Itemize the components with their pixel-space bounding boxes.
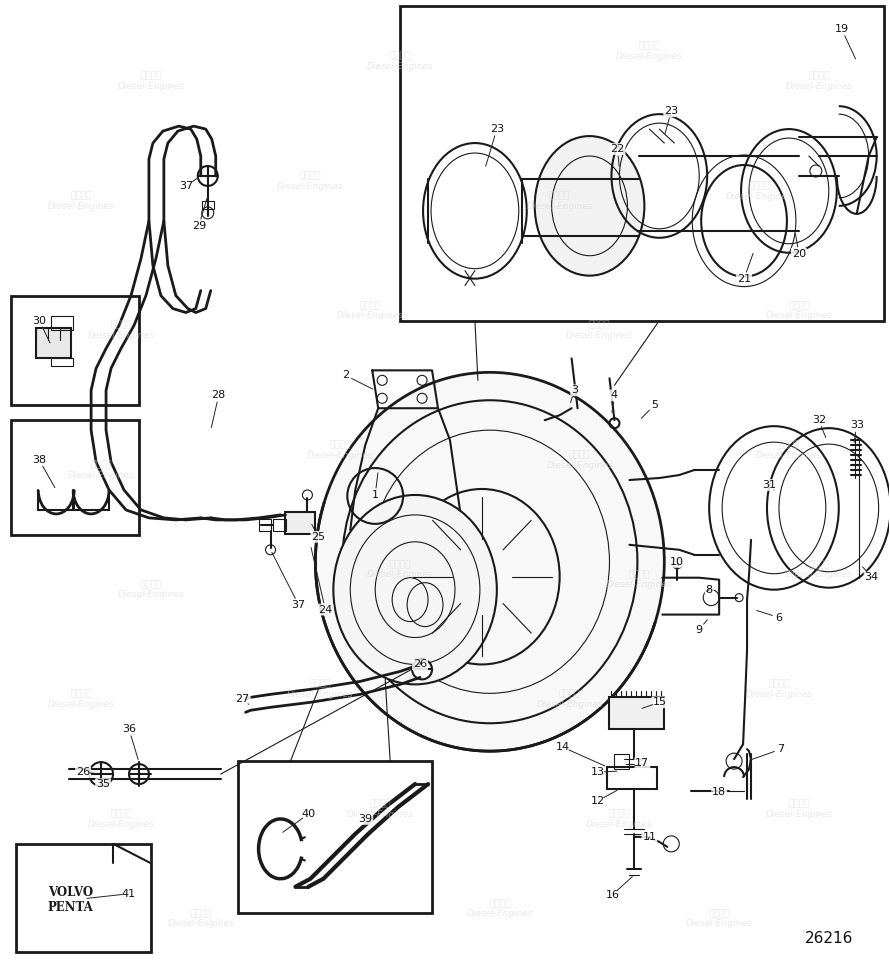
Text: 39: 39 — [358, 814, 372, 824]
Bar — [610, 697, 664, 729]
Text: VOLVO
PENTA: VOLVO PENTA — [47, 886, 93, 914]
Text: 21: 21 — [737, 273, 751, 284]
Text: 6: 6 — [775, 612, 782, 622]
Text: 10: 10 — [670, 556, 684, 567]
Bar — [52, 358, 73, 366]
Text: 36: 36 — [122, 724, 136, 734]
Bar — [36, 328, 71, 358]
Text: 7: 7 — [777, 744, 784, 754]
Text: 31: 31 — [762, 480, 776, 490]
Text: 紫发动力
Diesel-Engines: 紫发动力 Diesel-Engines — [466, 899, 533, 919]
Text: 40: 40 — [302, 809, 315, 819]
Bar — [202, 201, 214, 209]
Text: 23: 23 — [490, 124, 504, 134]
Text: 35: 35 — [96, 779, 110, 789]
Text: 19: 19 — [835, 24, 849, 35]
Text: 紫发动力
Diesel-Engines: 紫发动力 Diesel-Engines — [765, 799, 832, 818]
Text: 11: 11 — [643, 832, 656, 842]
Bar — [12, 296, 139, 406]
Text: 32: 32 — [812, 415, 826, 425]
Text: 紫发动力
Diesel-Engines: 紫发动力 Diesel-Engines — [725, 182, 792, 201]
Bar — [16, 844, 151, 952]
Bar — [12, 420, 139, 535]
Text: 12: 12 — [590, 796, 604, 806]
Bar — [272, 519, 287, 531]
Text: 20: 20 — [792, 248, 806, 259]
Text: 37: 37 — [179, 181, 193, 191]
Bar — [400, 7, 884, 321]
Text: 29: 29 — [191, 221, 206, 231]
Text: 紫发动力
Diesel-Engines: 紫发动力 Diesel-Engines — [68, 461, 134, 480]
Bar — [286, 512, 315, 534]
Text: 紫发动力
Diesel-Engines: 紫发动力 Diesel-Engines — [746, 680, 813, 699]
Text: 26: 26 — [76, 767, 90, 777]
Text: 紫发动力
Diesel-Engines: 紫发动力 Diesel-Engines — [88, 810, 154, 829]
Bar — [259, 519, 271, 531]
Text: 紫发动力
Diesel-Engines: 紫发动力 Diesel-Engines — [307, 440, 374, 460]
Bar — [238, 761, 432, 913]
Text: 2: 2 — [342, 370, 349, 381]
Circle shape — [89, 762, 113, 786]
Ellipse shape — [535, 136, 644, 275]
Text: 紫发动力
Diesel-Engines: 紫发动力 Diesel-Engines — [765, 300, 832, 321]
Text: 16: 16 — [605, 890, 619, 899]
Text: 34: 34 — [864, 572, 878, 582]
Text: 紫发动力
Diesel-Engines: 紫发动力 Diesel-Engines — [117, 71, 184, 91]
Text: 紫发动力
Diesel-Engines: 紫发动力 Diesel-Engines — [566, 321, 633, 340]
Text: 22: 22 — [611, 144, 625, 154]
Text: 紫发动力
Diesel-Engines: 紫发动力 Diesel-Engines — [786, 71, 852, 91]
Text: 紫发动力
Diesel-Engines: 紫发动力 Diesel-Engines — [537, 690, 603, 709]
Text: 紫发动力
Diesel-Engines: 紫发动力 Diesel-Engines — [367, 560, 433, 580]
Text: 紫发动力
Diesel-Engines: 紫发动力 Diesel-Engines — [337, 300, 403, 321]
Text: 9: 9 — [696, 625, 703, 635]
Text: 紫发动力
Diesel-Engines: 紫发动力 Diesel-Engines — [546, 450, 613, 469]
Text: 28: 28 — [212, 390, 226, 400]
Text: 41: 41 — [122, 889, 136, 898]
Ellipse shape — [334, 495, 497, 684]
Text: 30: 30 — [32, 316, 46, 326]
Text: 紫发动力
Diesel-Engines: 紫发动力 Diesel-Engines — [587, 810, 652, 829]
Text: 27: 27 — [236, 695, 250, 704]
Text: 紫发动力
Diesel-Engines: 紫发动力 Diesel-Engines — [526, 191, 593, 211]
Bar — [608, 767, 658, 789]
Text: 紫发动力
Diesel-Engines: 紫发动力 Diesel-Engines — [616, 42, 683, 61]
Text: 33: 33 — [850, 420, 863, 430]
Text: 紫发动力
Diesel-Engines: 紫发动力 Diesel-Engines — [367, 51, 433, 71]
Text: 8: 8 — [706, 584, 713, 595]
Bar — [52, 316, 73, 330]
Text: 37: 37 — [291, 600, 305, 610]
Text: 15: 15 — [652, 697, 667, 707]
Text: 38: 38 — [32, 455, 46, 465]
Text: 紫发动力
Diesel-Engines: 紫发动力 Diesel-Engines — [117, 580, 184, 599]
Text: 5: 5 — [651, 400, 658, 411]
Text: 14: 14 — [555, 742, 570, 753]
Bar — [614, 754, 629, 769]
Text: 紫发动力
Diesel-Engines: 紫发动力 Diesel-Engines — [277, 171, 344, 190]
Circle shape — [129, 764, 149, 784]
Text: 紫发动力
Diesel-Engines: 紫发动力 Diesel-Engines — [756, 440, 822, 460]
Text: 4: 4 — [611, 390, 618, 400]
Ellipse shape — [315, 372, 664, 752]
Text: 23: 23 — [664, 106, 678, 116]
Text: 1: 1 — [372, 490, 379, 500]
Text: 紫发动力
Diesel-Engines: 紫发动力 Diesel-Engines — [686, 909, 752, 928]
Text: 紫发动力
Diesel-Engines: 紫发动力 Diesel-Engines — [606, 570, 673, 589]
Text: 紫发动力
Diesel-Engines: 紫发动力 Diesel-Engines — [48, 191, 115, 211]
Text: 3: 3 — [571, 385, 578, 395]
Text: 26: 26 — [413, 660, 427, 669]
Text: 紫发动力
Diesel-Engines: 紫发动力 Diesel-Engines — [167, 909, 234, 928]
Circle shape — [412, 660, 432, 679]
Text: 紫发动力
Diesel-Engines: 紫发动力 Diesel-Engines — [88, 321, 154, 340]
Text: 紫发动力
Diesel-Engines: 紫发动力 Diesel-Engines — [347, 799, 414, 818]
Text: 18: 18 — [712, 787, 726, 797]
Text: 25: 25 — [312, 532, 326, 542]
Text: 26216: 26216 — [805, 931, 853, 946]
Text: 13: 13 — [591, 767, 604, 777]
Circle shape — [198, 166, 218, 185]
Text: 17: 17 — [635, 758, 650, 768]
Text: 24: 24 — [319, 605, 333, 614]
Text: 紫发动力
Diesel-Engines: 紫发动力 Diesel-Engines — [287, 680, 353, 699]
Text: 紫发动力
Diesel-Engines: 紫发动力 Diesel-Engines — [786, 560, 852, 580]
Text: 紫发动力
Diesel-Engines: 紫发动力 Diesel-Engines — [48, 690, 115, 709]
